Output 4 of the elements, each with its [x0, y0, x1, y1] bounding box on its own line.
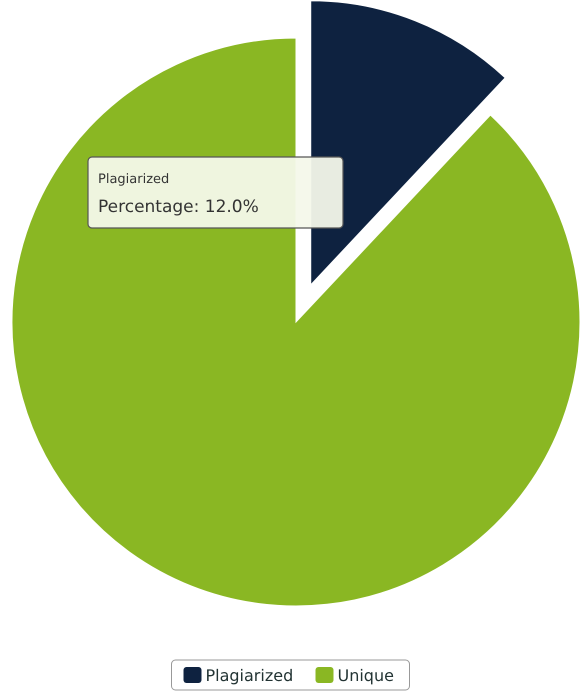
text: Plagiarized: [98, 172, 170, 187]
slice-label: Unique: [338, 666, 394, 685]
legend-label: Plagiarized: [206, 666, 294, 685]
text: Percentage: 12.0%: [98, 197, 259, 217]
